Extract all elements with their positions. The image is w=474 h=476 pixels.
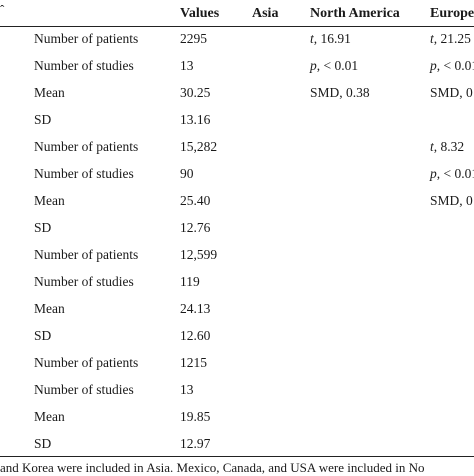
- table-row: Number of studies 13: [0, 382, 474, 409]
- bottom-rule: [0, 456, 474, 457]
- north-america-stat-value: , 16.91: [313, 31, 351, 46]
- north-america-stat-value: , < 0.01: [316, 58, 359, 73]
- row-value: 30.25: [180, 85, 211, 100]
- header-europe: Europe: [430, 6, 474, 21]
- header-north-america: North America: [310, 6, 400, 21]
- row-label: Mean: [34, 301, 65, 316]
- row-label: Number of studies: [34, 382, 134, 397]
- table-row: Number of studies 13 p, < 0.01 p, < 0.01: [0, 58, 474, 85]
- table-row: SD 12.97: [0, 436, 474, 463]
- row-label: Number of studies: [34, 166, 134, 181]
- europe-stat-value: , 21.25: [433, 31, 471, 46]
- row-value: 19.85: [180, 409, 211, 424]
- europe-stat-key: t: [430, 31, 434, 46]
- europe-stat: t, 8.32: [430, 139, 464, 155]
- row-label: Number of patients: [34, 31, 139, 46]
- table-row: Mean 25.40 SMD, 0: [0, 193, 474, 220]
- row-value: 1215: [180, 355, 207, 370]
- europe-stat-value: , 8.32: [433, 139, 465, 154]
- header-rule: [0, 26, 474, 27]
- row-value: 24.13: [180, 301, 211, 316]
- row-label: Number of patients: [34, 139, 139, 154]
- row-value: 2295: [180, 31, 207, 46]
- table-row: Number of patients 1215: [0, 355, 474, 382]
- north-america-stat: t, 16.91: [310, 31, 351, 47]
- europe-stat-value: SMD, 0: [430, 193, 473, 208]
- table-row: Number of studies 119: [0, 274, 474, 301]
- row-label: Mean: [34, 193, 65, 208]
- row-value: 12.76: [180, 220, 211, 235]
- north-america-stat-key: t: [310, 31, 314, 46]
- table-row: Number of studies 90 p, < 0.01: [0, 166, 474, 193]
- row-value: 13: [180, 58, 194, 73]
- row-label: SD: [34, 112, 52, 127]
- table-row: SD 12.76: [0, 220, 474, 247]
- table-row: Mean 24.13: [0, 301, 474, 328]
- europe-stat: SMD, 0: [430, 193, 473, 209]
- north-america-stat-value: SMD, 0.38: [310, 85, 370, 100]
- row-label: Number of studies: [34, 58, 134, 73]
- row-value: 13: [180, 382, 194, 397]
- table-row: SD 13.16: [0, 112, 474, 139]
- row-value: 15,282: [180, 139, 218, 154]
- table-footnote: and Korea were included in Asia. Mexico,…: [0, 460, 425, 475]
- row-value: 12,599: [180, 247, 218, 262]
- europe-stat-value: , < 0.01: [436, 58, 474, 73]
- europe-stat: p, < 0.01: [430, 166, 474, 182]
- row-label: SD: [34, 436, 52, 451]
- table-row: Number of patients 15,282 t, 8.32: [0, 139, 474, 166]
- row-value: 119: [180, 274, 200, 289]
- row-label: SD: [34, 220, 52, 235]
- row-value: 12.97: [180, 436, 211, 451]
- row-label: Number of patients: [34, 247, 139, 262]
- row-value: 90: [180, 166, 194, 181]
- europe-stat-value: , < 0.01: [436, 166, 474, 181]
- corner-mark: ˆ: [0, 2, 5, 17]
- north-america-stat: SMD, 0.38: [310, 85, 370, 101]
- row-label: SD: [34, 328, 52, 343]
- north-america-stat: p, < 0.01: [310, 58, 358, 74]
- europe-stat-key: t: [430, 139, 434, 154]
- table-row: Number of patients 12,599: [0, 247, 474, 274]
- table-row: Mean 19.85: [0, 409, 474, 436]
- row-label: Number of patients: [34, 355, 139, 370]
- row-label: Mean: [34, 409, 65, 424]
- europe-stat: SMD, 0: [430, 85, 473, 101]
- header-values: Values: [180, 6, 220, 21]
- table-row: Mean 30.25 SMD, 0.38 SMD, 0: [0, 85, 474, 112]
- table-row: SD 12.60: [0, 328, 474, 355]
- europe-stat-key: p: [430, 58, 437, 73]
- row-value: 12.60: [180, 328, 211, 343]
- row-value: 13.16: [180, 112, 211, 127]
- row-label: Mean: [34, 85, 65, 100]
- europe-stat: p, < 0.01: [430, 58, 474, 74]
- row-label: Number of studies: [34, 274, 134, 289]
- table-row: Number of patients 2295 t, 16.91 t, 21.25: [0, 31, 474, 58]
- europe-stat-key: p: [430, 166, 437, 181]
- header-asia: Asia: [252, 6, 279, 21]
- north-america-stat-key: p: [310, 58, 317, 73]
- europe-stat-value: SMD, 0: [430, 85, 473, 100]
- row-value: 25.40: [180, 193, 211, 208]
- europe-stat: t, 21.25: [430, 31, 471, 47]
